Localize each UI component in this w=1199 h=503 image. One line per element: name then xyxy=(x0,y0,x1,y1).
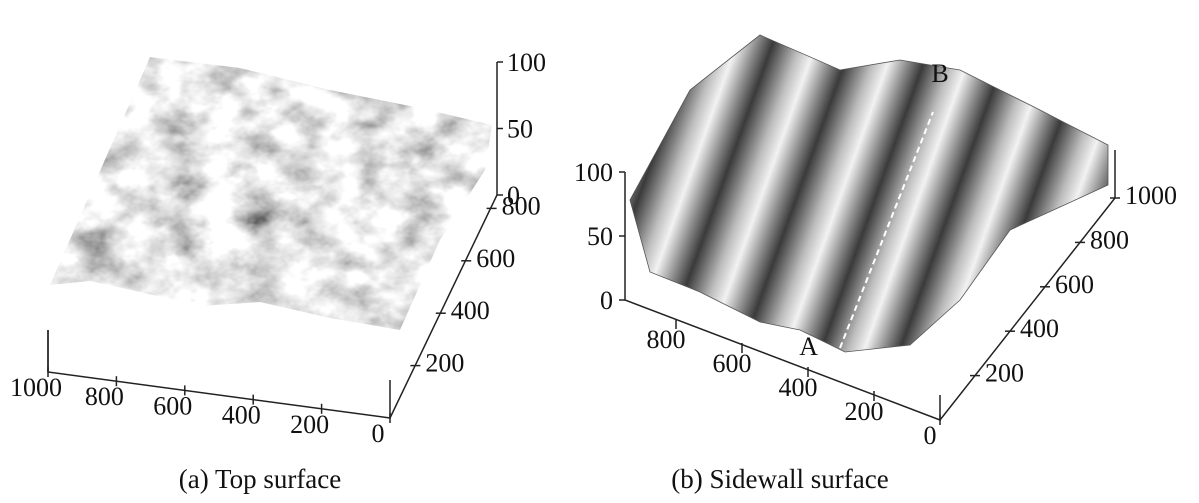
y-tick-label: 1000 xyxy=(1125,181,1177,210)
caption: (b) Sidewall surface xyxy=(671,464,888,494)
x-tick-label: 400 xyxy=(222,401,261,430)
figure: (a) Top surface (b) Sidewall surface A B… xyxy=(0,0,1199,503)
z-tick-label: 100 xyxy=(574,158,613,187)
x-tick-label: 1000 xyxy=(10,373,62,402)
surface-b xyxy=(630,35,1108,352)
caption: (a) Top surface xyxy=(179,464,342,494)
y-tick-label: 800 xyxy=(1090,225,1129,254)
y-tick-label: 600 xyxy=(1055,270,1094,299)
y-tick-label: 400 xyxy=(451,296,490,325)
z-tick-label: 50 xyxy=(587,222,613,251)
z-tick-label: 100 xyxy=(507,48,546,77)
x-tick-label: 800 xyxy=(85,382,124,411)
x-tick-label: 600 xyxy=(713,349,752,378)
x-tick-label: 0 xyxy=(372,419,385,448)
x-tick-label: 0 xyxy=(924,421,937,450)
page: {"chart_data": [ {"type": "surface", "ti… xyxy=(0,0,1199,503)
x-tick-label: 600 xyxy=(153,391,192,420)
z-tick-label: 0 xyxy=(507,181,520,210)
annotation: A xyxy=(799,332,818,361)
x-tick-label: 200 xyxy=(845,397,884,426)
x-tick-label: 400 xyxy=(779,373,818,402)
x-tick-label: 800 xyxy=(647,325,686,354)
surface-a xyxy=(50,57,492,330)
y-tick-label: 400 xyxy=(1020,314,1059,343)
annotation: B xyxy=(931,59,948,88)
y-tick-label: 200 xyxy=(425,349,464,378)
z-tick-label: 50 xyxy=(507,115,533,144)
y-tick-label: 600 xyxy=(476,244,515,273)
x-tick-label: 200 xyxy=(290,410,329,439)
z-tick-label: 0 xyxy=(600,286,613,315)
y-tick-label: 200 xyxy=(985,359,1024,388)
